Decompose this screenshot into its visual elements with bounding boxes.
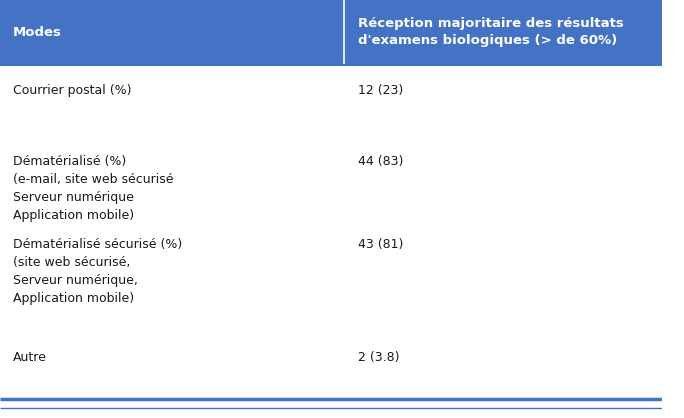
Text: Modes: Modes (13, 26, 62, 39)
Text: Courrier postal (%): Courrier postal (%) (13, 84, 132, 97)
Text: Dématérialisé sécurisé (%)
(site web sécurisé,
Serveur numérique,
Application mo: Dématérialisé sécurisé (%) (site web séc… (13, 238, 183, 305)
Text: 43 (81): 43 (81) (358, 238, 403, 251)
Text: Réception majoritaire des résultats
d'examens biologiques (> de 60%): Réception majoritaire des résultats d'ex… (358, 18, 623, 47)
FancyBboxPatch shape (0, 0, 662, 65)
Text: Autre: Autre (13, 351, 47, 364)
Text: 44 (83): 44 (83) (358, 155, 403, 168)
Text: 2 (3.8): 2 (3.8) (358, 351, 399, 364)
Text: Dématérialisé (%)
(e-mail, site web sécurisé
Serveur numérique
Application mobil: Dématérialisé (%) (e-mail, site web sécu… (13, 155, 174, 222)
Text: 12 (23): 12 (23) (358, 84, 403, 97)
